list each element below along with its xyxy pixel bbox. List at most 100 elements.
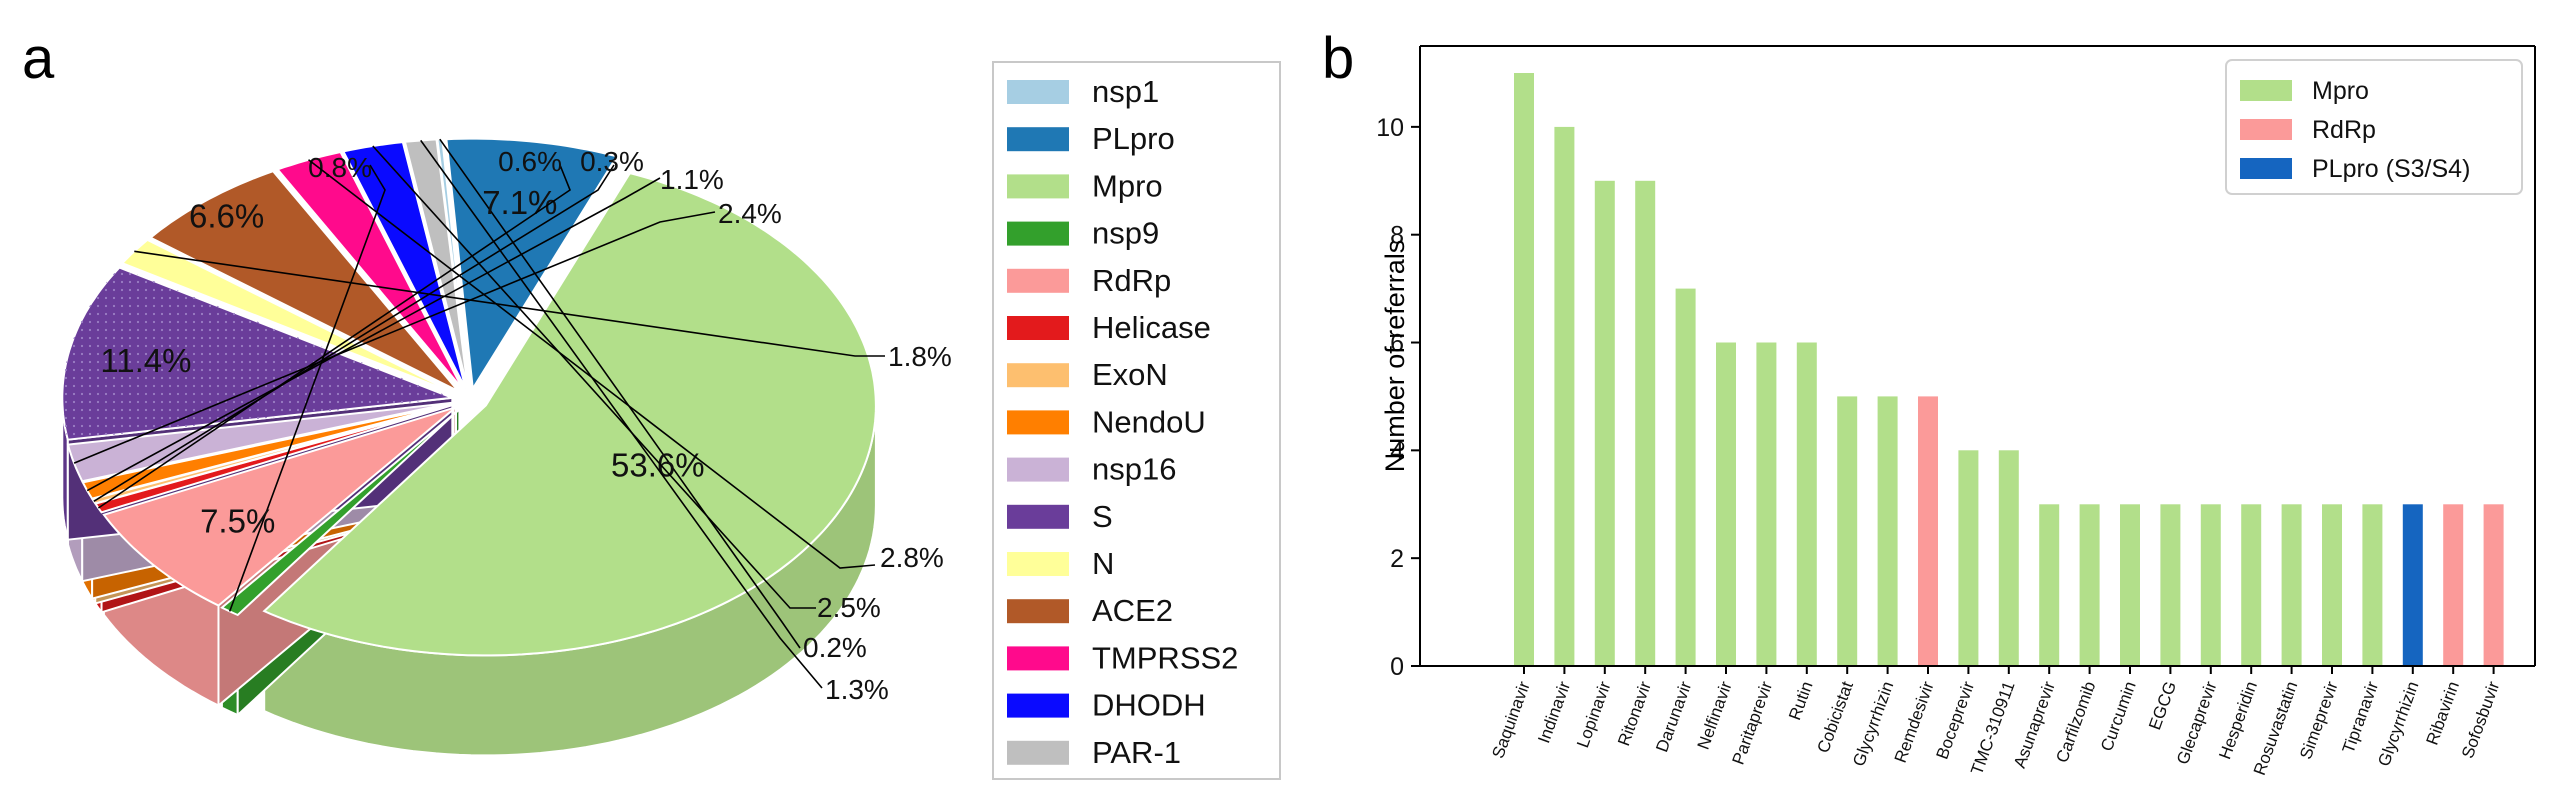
bar-series	[1514, 73, 2504, 667]
pie-labels: 0.2%7.1%53.6%0.8%7.5%0.6% 0.3%1.1%2.4%11.…	[73, 138, 952, 705]
pie-legend-swatch-tmprss2	[1007, 646, 1069, 671]
pie-legend-swatch-ace2	[1007, 599, 1069, 624]
bar-legend: Mpro RdRp PLpro (S3/S4)	[2225, 59, 2523, 195]
bar-y-tick-label: 8	[1390, 222, 1404, 250]
pie-leader-nsp1	[439, 138, 801, 649]
bar-x-tick-label: Saquinavir	[1488, 679, 1533, 761]
pie-legend-swatch-nsp9	[1007, 221, 1069, 246]
pie-legend-swatch-nsp16	[1007, 457, 1069, 482]
bar-x-tick-label: EGCG	[2145, 679, 2180, 733]
bar-y-tick-label: 4	[1390, 437, 1404, 465]
pie-legend-swatch-helicase	[1007, 316, 1069, 340]
panel-a-label: a	[22, 26, 55, 91]
bar-y-axis-label: Number of referrals	[1380, 240, 1410, 473]
pie-leader-dhodh	[372, 145, 816, 609]
bar-ritonavir-3	[1635, 180, 1656, 667]
bar-lopinavir-2	[1594, 180, 1615, 667]
bar-x-tick-label: Remdesivir	[1891, 679, 1938, 766]
bar-carfilzomib-14	[2079, 504, 2100, 666]
pie-legend-swatch-rdrp	[1007, 268, 1069, 293]
pie-label-nendou: 1.1%	[660, 164, 724, 195]
pie-legend-label-plpro: PLpro	[1092, 121, 1175, 156]
bar-x-tick-label: Glycyrrhizin	[2374, 679, 2422, 769]
pie-label-nsp1: 0.2%	[803, 632, 867, 663]
pie-label-helicase: 0.6%	[498, 146, 562, 177]
pie-legend-label-tmprss2: TMPRSS2	[1092, 640, 1238, 675]
bar-x-tick-label: Ritonavir	[1614, 679, 1655, 749]
pie-label-n: 1.8%	[888, 341, 952, 372]
bar-legend-swatch-plpro-s3-s4	[2240, 158, 2292, 179]
bar-x-tick-label: Carfilzomib	[2052, 679, 2099, 765]
bar-x-tick-label: Paritaprevir	[1729, 679, 1777, 767]
bar-x-tick-label: Ribavirin	[2422, 679, 2462, 748]
pie-label-plpro: 7.1%	[482, 184, 557, 221]
bar-x-tick-label: Glycyrrhizin	[1849, 679, 1897, 769]
pie-label-nsp16: 2.4%	[718, 198, 782, 229]
bar-boceprevir-11	[1958, 450, 1979, 666]
pie-leader-exon	[93, 164, 615, 502]
bar-sofosbuvir-24	[2483, 504, 2504, 666]
bar-x-tick-label: Sofosbuvir	[2458, 679, 2503, 761]
pie-leader-nsp9	[228, 164, 386, 612]
pie-legend-label-rdrp: RdRp	[1092, 263, 1171, 298]
pie-legend-label-ace2: ACE2	[1092, 593, 1173, 628]
pie-label-exon: 0.3%	[580, 146, 644, 177]
bar-glycyrrhizin-22	[2402, 504, 2423, 666]
bar-paritaprevir-6	[1756, 342, 1777, 666]
bar-x-tick-label: Nelfinavir	[1694, 679, 1736, 752]
pie-legend-label-helicase: Helicase	[1092, 310, 1211, 345]
bar-x-tick-label: Darunavir	[1652, 679, 1695, 755]
bar-x-tick-label: Boceprevir	[1933, 679, 1979, 762]
pie-legend: nsp1 PLpro Mpro nsp9 RdRp Helicase ExoN NendoU n…	[992, 61, 1281, 780]
bar-x-tick-label: Asunaprevir	[2010, 679, 2059, 771]
pie-label-dhodh: 2.5%	[817, 592, 881, 623]
pie-legend-swatch-nendou	[1007, 410, 1069, 435]
bar-hesperidin-18	[2241, 504, 2262, 666]
bar-x-tick-label: Curcumin	[2097, 679, 2140, 754]
bar-rutin-7	[1796, 342, 1817, 666]
bar-legend-label-plpro-s3-s4: PLpro (S3/S4)	[2312, 155, 2470, 183]
pie-legend-label-n: N	[1092, 546, 1114, 581]
bar-x-tick-label: Rutin	[1785, 679, 1816, 723]
bar-egcg-16	[2160, 504, 2181, 666]
pie-legend-swatch-nsp1	[1007, 80, 1069, 104]
panel-b-label: b	[1322, 26, 1354, 91]
bar-nelfinavir-5	[1716, 342, 1736, 666]
bar-remdesivir-10	[1918, 396, 1938, 666]
bar-x-tick-label: Glecaprevir	[2173, 679, 2221, 767]
pie-slice-rdrp	[102, 406, 457, 607]
bar-ribavirin-23	[2443, 504, 2464, 666]
pie-legend-label-par-1: PAR-1	[1092, 735, 1181, 770]
pie-legend-swatch-exon	[1007, 363, 1069, 388]
pie-leader-tmprss2	[308, 159, 876, 569]
pie-legend-swatch-par-1	[1007, 740, 1069, 765]
bar-legend-frame	[2225, 59, 2523, 195]
pie-legend-label-nendou: NendoU	[1092, 404, 1206, 439]
bar-y-tick-label: 2	[1390, 545, 1404, 573]
pie-leader-nendou	[86, 177, 661, 492]
bar-legend-swatch-mpro	[2240, 80, 2292, 101]
pie-label-tmprss2: 2.8%	[880, 542, 944, 573]
pie-leader-n	[134, 250, 885, 357]
pie-chart: 0.2%7.1%53.6%0.8%7.5%0.6% 0.3%1.1%2.4%11.…	[61, 137, 952, 757]
bar-glycyrrhizin-9	[1877, 396, 1898, 666]
pie-legend-label-s: S	[1092, 499, 1113, 534]
pie-legend-label-dhodh: DHODH	[1092, 688, 1206, 723]
bar-simeprevir-20	[2322, 504, 2342, 666]
pie-legend-swatch-dhodh	[1007, 693, 1069, 718]
pie-slice-s-texture	[62, 267, 453, 440]
bar-curcumin-15	[2120, 504, 2140, 666]
bar-x-tick-label: Indinavir	[1534, 679, 1574, 746]
bar-x-tick-label: Cobicistat	[1814, 679, 1857, 756]
pie-label-mpro: 53.6%	[611, 446, 705, 483]
bar-x-tick-label: Simeprevir	[2296, 679, 2342, 762]
bar-glecaprevir-17	[2200, 504, 2221, 666]
pie-slice-plpro	[445, 137, 619, 392]
bar-y-tick-label: 6	[1390, 330, 1404, 358]
bar-tipranavir-21	[2362, 504, 2383, 666]
pie-label-ace2: 6.6%	[189, 198, 264, 235]
bar-darunavir-4	[1675, 288, 1696, 666]
pie-legend-items: nsp1 PLpro Mpro nsp9 RdRp Helicase ExoN NendoU n…	[1007, 74, 1238, 770]
